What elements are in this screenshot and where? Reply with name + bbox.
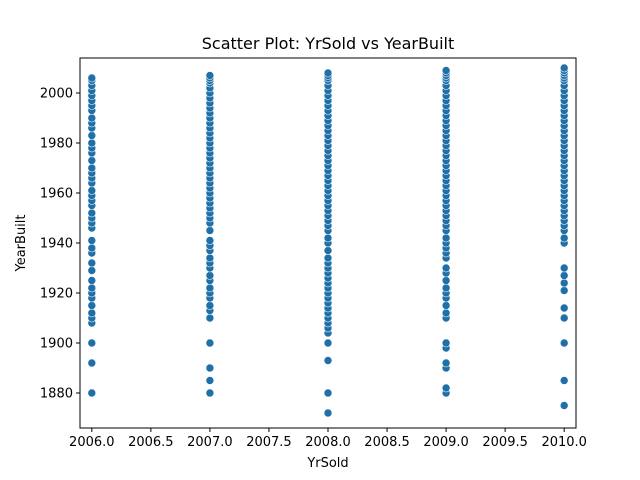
data-point [559, 286, 569, 295]
x-tick-label: 2006.5 [128, 435, 174, 450]
y-axis: 1880 1900 1920 1940 1960 1980 2000 [40, 87, 80, 402]
data-point [205, 253, 215, 263]
x-axis: 2006.0 2006.5 2007.0 2007.5 2008.0 2008.5 2009… [69, 428, 587, 450]
data-point [323, 253, 333, 263]
x-tick-label: 2006.0 [69, 435, 115, 450]
x-tick-label: 2007.0 [187, 435, 233, 450]
data-point [87, 308, 97, 318]
x-axis-label: YrSold [306, 456, 348, 471]
data-point [205, 236, 215, 245]
data-point [205, 363, 215, 373]
y-tick-label: 1980 [40, 137, 73, 152]
y-axis-label: YearBuilt [14, 214, 29, 272]
y-tick-label: 1940 [40, 237, 73, 252]
data-point [559, 63, 569, 73]
data-point [87, 301, 97, 310]
data-point [205, 313, 215, 323]
x-tick-label: 2008.0 [305, 435, 351, 450]
data-point [323, 233, 333, 243]
data-point [441, 276, 451, 285]
data-point [559, 338, 569, 348]
data-point [205, 376, 215, 385]
data-point [87, 388, 97, 398]
data-point [323, 68, 333, 78]
data-point [87, 266, 97, 275]
y-tick-label: 1920 [40, 287, 73, 302]
data-point [323, 388, 333, 398]
y-tick-label: 1900 [40, 337, 73, 352]
data-point [205, 271, 215, 280]
data-point [441, 308, 451, 318]
data-point [87, 276, 97, 285]
data-point [323, 246, 333, 255]
data-point [205, 301, 215, 310]
data-point [87, 131, 97, 140]
chart-title: Scatter Plot: YrSold vs YearBuilt [202, 34, 454, 53]
data-point [205, 338, 215, 348]
data-point [87, 338, 97, 348]
y-tick-label: 1880 [40, 387, 73, 402]
data-point [323, 356, 333, 365]
data-point [441, 66, 451, 75]
data-point [559, 401, 569, 410]
data-point [559, 313, 569, 323]
data-point [441, 301, 451, 310]
data-point [441, 338, 451, 348]
data-point [205, 226, 215, 235]
x-tick-label: 2009.5 [482, 435, 528, 450]
data-point [323, 338, 333, 348]
data-point [205, 283, 215, 293]
data-point [87, 113, 97, 123]
data-point [559, 233, 569, 243]
data-point [87, 138, 97, 148]
data-point [87, 236, 97, 245]
data-point [87, 358, 97, 368]
y-tick-label: 2000 [40, 87, 73, 102]
data-point [441, 233, 451, 243]
data-point [87, 208, 97, 218]
data-point [87, 73, 97, 83]
x-tick-label: 2009.0 [423, 435, 469, 450]
data-point [87, 283, 97, 293]
x-tick-label: 2010.0 [541, 435, 587, 450]
x-tick-label: 2007.5 [246, 435, 292, 450]
data-point [441, 263, 451, 273]
data-point [441, 383, 451, 393]
x-tick-label: 2008.5 [364, 435, 410, 450]
data-point [205, 71, 215, 80]
data-point [559, 376, 569, 385]
data-point [559, 303, 569, 313]
data-point [441, 358, 451, 368]
data-point [87, 163, 97, 173]
data-point [559, 263, 569, 273]
data-point [559, 278, 569, 288]
y-tick-label: 1960 [40, 187, 73, 202]
data-point [205, 388, 215, 398]
data-point [87, 243, 97, 253]
scatter-points [87, 63, 569, 418]
data-point [323, 408, 333, 418]
data-point [87, 156, 97, 165]
data-point [441, 283, 451, 293]
data-point [87, 186, 97, 195]
data-point [87, 258, 97, 268]
data-point [559, 271, 569, 280]
